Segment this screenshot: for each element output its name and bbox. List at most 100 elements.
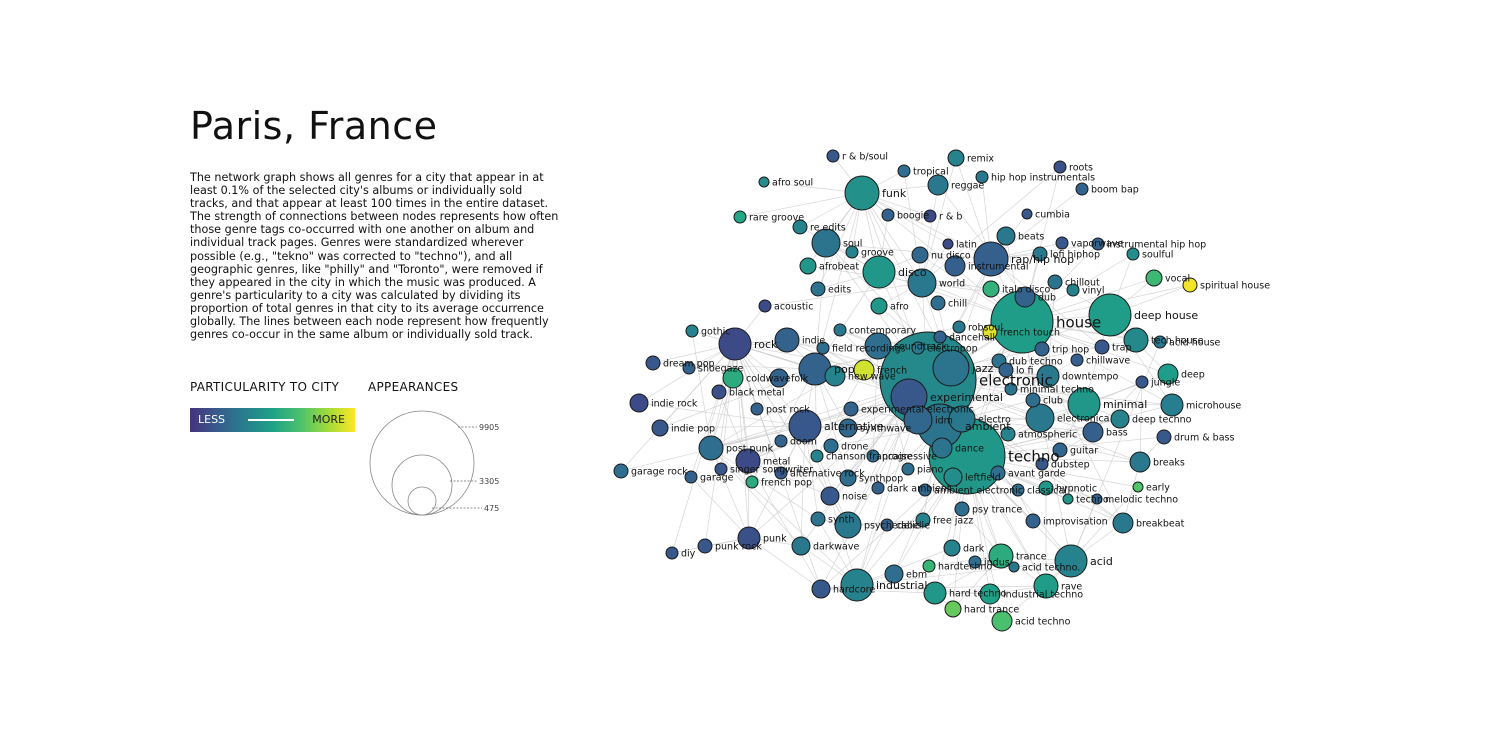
node-minimal-techno[interactable] bbox=[1004, 382, 1018, 396]
node-dubstep[interactable] bbox=[1035, 457, 1049, 471]
node-punk-rock[interactable] bbox=[697, 538, 713, 554]
node-atmospheric[interactable] bbox=[1000, 426, 1016, 442]
node-club[interactable] bbox=[1025, 392, 1041, 408]
node-dub[interactable] bbox=[1014, 286, 1036, 308]
node-acid-techno[interactable] bbox=[991, 610, 1013, 632]
node-roots[interactable] bbox=[1053, 160, 1067, 174]
node-chillout[interactable] bbox=[1047, 274, 1063, 290]
node-chanson-francaise[interactable] bbox=[810, 449, 824, 463]
node-ambient-electronic[interactable] bbox=[918, 483, 932, 497]
node-rave[interactable] bbox=[1033, 573, 1059, 599]
node-dark[interactable] bbox=[943, 539, 961, 557]
node-instrumental-hip-hop[interactable] bbox=[1091, 237, 1105, 251]
node-minimal[interactable] bbox=[1067, 387, 1101, 421]
node-gothic[interactable] bbox=[685, 324, 699, 338]
node-metal[interactable] bbox=[735, 448, 761, 474]
node-afro[interactable] bbox=[870, 297, 888, 315]
node-piano[interactable] bbox=[901, 462, 915, 476]
node-electronica[interactable] bbox=[1025, 403, 1055, 433]
node-jungle[interactable] bbox=[1135, 375, 1149, 389]
node-idm[interactable] bbox=[903, 405, 933, 435]
node-electropop[interactable] bbox=[911, 341, 925, 355]
node-electro[interactable] bbox=[948, 405, 976, 433]
node-noise[interactable] bbox=[820, 486, 840, 506]
node-indie-pop[interactable] bbox=[651, 419, 669, 437]
node-improvisation[interactable] bbox=[1025, 513, 1041, 529]
node-rare-groove[interactable] bbox=[733, 210, 747, 224]
node-hard-trance[interactable] bbox=[944, 600, 962, 618]
node-acid-techno[interactable] bbox=[1008, 561, 1020, 573]
node-tech-house[interactable] bbox=[1123, 327, 1149, 353]
node-early[interactable] bbox=[1132, 481, 1144, 493]
node-vocal[interactable] bbox=[1145, 269, 1163, 287]
node-edits[interactable] bbox=[810, 281, 826, 297]
node-re-edits[interactable] bbox=[792, 219, 808, 235]
node-ebm[interactable] bbox=[884, 564, 904, 584]
node-leftfield[interactable] bbox=[943, 467, 963, 487]
node-dark-ambient[interactable] bbox=[871, 481, 885, 495]
node-black-metal[interactable] bbox=[711, 384, 727, 400]
node-acid[interactable] bbox=[1054, 544, 1088, 578]
node-nu-disco[interactable] bbox=[911, 246, 929, 264]
node-dance[interactable] bbox=[931, 437, 953, 459]
node-italo-disco[interactable] bbox=[982, 280, 1000, 298]
node-industrial-techno[interactable] bbox=[979, 583, 1001, 605]
node-experimental-electronic[interactable] bbox=[843, 401, 859, 417]
node-breaks[interactable] bbox=[1129, 451, 1151, 473]
node-alternative-rock[interactable] bbox=[774, 466, 788, 480]
node-contemporary[interactable] bbox=[833, 323, 847, 337]
node-trance[interactable] bbox=[988, 543, 1014, 569]
node-soundtrack[interactable] bbox=[864, 332, 892, 360]
node-soulful[interactable] bbox=[1126, 247, 1140, 261]
node-afro-soul[interactable] bbox=[758, 176, 770, 188]
node-boom-bap[interactable] bbox=[1075, 182, 1089, 196]
node-lofi-hiphop[interactable] bbox=[1032, 246, 1048, 262]
node-hard-techno[interactable] bbox=[923, 581, 947, 605]
node-psychedelic[interactable] bbox=[834, 511, 862, 539]
node-free-jazz[interactable] bbox=[915, 512, 931, 528]
node-hip-hop-instrumentals[interactable] bbox=[975, 170, 989, 184]
node-doom[interactable] bbox=[774, 434, 788, 448]
node-synthwave[interactable] bbox=[838, 418, 858, 438]
node-deep-house[interactable] bbox=[1088, 293, 1132, 337]
node-groove[interactable] bbox=[845, 245, 859, 259]
node-r-b-soul[interactable] bbox=[826, 149, 840, 163]
node-soul[interactable] bbox=[811, 228, 841, 258]
node-funk[interactable] bbox=[844, 175, 880, 211]
node-hardtechno[interactable] bbox=[922, 559, 936, 573]
node-dream-pop[interactable] bbox=[645, 355, 661, 371]
node-garage-rock[interactable] bbox=[613, 463, 629, 479]
node-drum-bass[interactable] bbox=[1156, 429, 1172, 445]
node-synthpop[interactable] bbox=[839, 469, 857, 487]
node-indie-rock[interactable] bbox=[629, 393, 649, 413]
node-vaporwave[interactable] bbox=[1055, 236, 1069, 250]
node-progressive[interactable] bbox=[866, 449, 880, 463]
node-french[interactable] bbox=[853, 359, 875, 381]
node-downtempo[interactable] bbox=[1036, 364, 1060, 388]
node-trap[interactable] bbox=[1094, 339, 1110, 355]
node-new-wave[interactable] bbox=[824, 365, 846, 387]
node-melodic-techno[interactable] bbox=[1091, 493, 1103, 505]
node-deep[interactable] bbox=[1157, 363, 1179, 385]
node-world[interactable] bbox=[907, 268, 937, 298]
node-deep-techno[interactable] bbox=[1110, 409, 1130, 429]
node-robsoul[interactable] bbox=[952, 320, 966, 334]
node-techno[interactable] bbox=[1062, 493, 1074, 505]
node-singer-songwriter[interactable] bbox=[714, 462, 728, 476]
node-hypnotic[interactable] bbox=[1038, 480, 1054, 496]
node-acid-house[interactable] bbox=[1153, 335, 1167, 349]
node-avant-garde[interactable] bbox=[990, 465, 1006, 481]
node-field-recordings[interactable] bbox=[816, 341, 830, 355]
node-rap-hip-hop[interactable] bbox=[973, 241, 1009, 277]
node-reggae[interactable] bbox=[927, 174, 949, 196]
node-rock[interactable] bbox=[718, 327, 752, 361]
node-beats[interactable] bbox=[996, 226, 1016, 246]
node-tropical[interactable] bbox=[897, 164, 911, 178]
node-vinyl[interactable] bbox=[1066, 283, 1080, 297]
node-disco[interactable] bbox=[862, 255, 896, 289]
node-trip-hop[interactable] bbox=[1034, 341, 1050, 357]
node-classical[interactable] bbox=[1011, 483, 1025, 497]
node-drone[interactable] bbox=[823, 438, 839, 454]
node-diy[interactable] bbox=[665, 546, 679, 560]
node-bass[interactable] bbox=[1082, 421, 1104, 443]
